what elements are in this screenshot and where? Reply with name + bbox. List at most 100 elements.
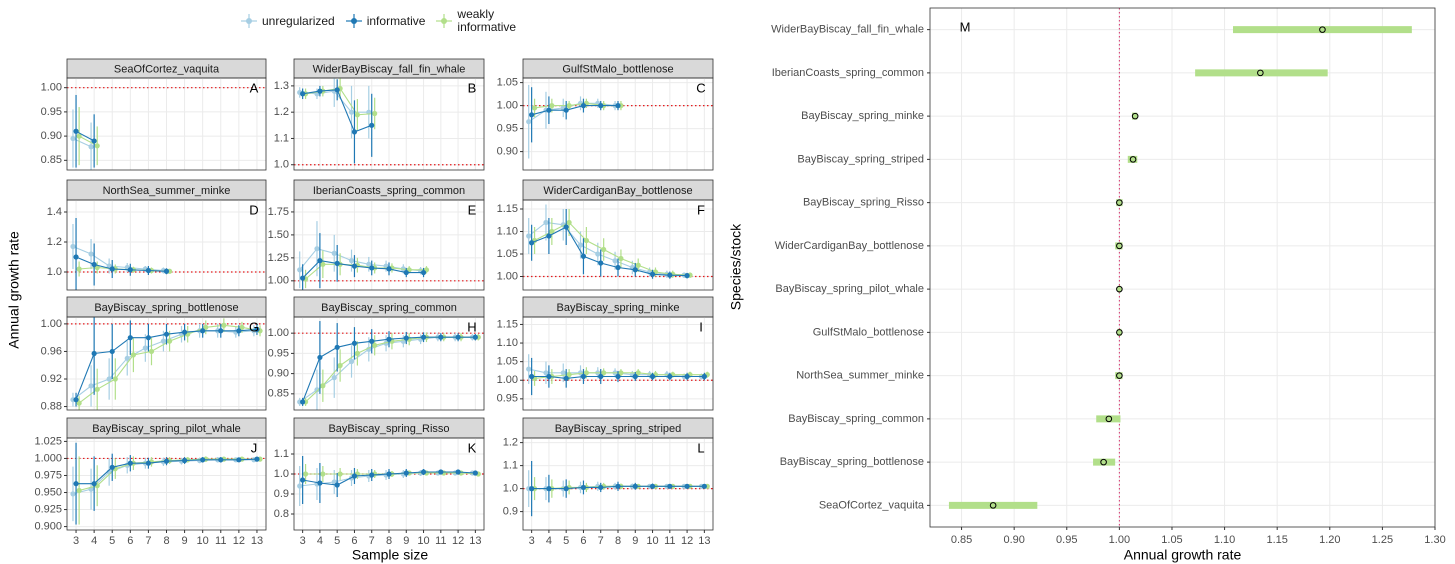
point xyxy=(438,469,444,475)
x-tick-label: 4 xyxy=(317,535,323,547)
point xyxy=(334,260,340,266)
point xyxy=(320,383,326,389)
point xyxy=(615,103,621,109)
panel: BayBiscay_spring_bottlenose 0.88 0.92 0.96 1… xyxy=(41,296,267,412)
point xyxy=(1116,199,1123,206)
panel-label: L xyxy=(697,440,704,455)
point xyxy=(127,460,133,466)
point xyxy=(76,487,82,494)
point xyxy=(701,483,707,489)
panel-label: J xyxy=(251,440,258,455)
point xyxy=(684,373,690,380)
point xyxy=(580,484,587,491)
y-tick-label: 1.2 xyxy=(274,106,289,118)
x-tick-label: 0.95 xyxy=(1056,534,1077,546)
point xyxy=(667,272,673,278)
point xyxy=(632,373,638,380)
point xyxy=(70,491,76,497)
point xyxy=(302,471,309,477)
y-tick-label: BayBiscay_spring_minke xyxy=(801,110,924,122)
legend-key xyxy=(436,14,453,28)
point xyxy=(632,483,638,489)
point xyxy=(317,354,323,361)
point xyxy=(314,387,320,393)
point xyxy=(366,261,372,267)
point xyxy=(580,103,587,109)
point xyxy=(331,250,337,256)
point xyxy=(218,457,224,463)
x-tick-label: 12 xyxy=(452,535,464,547)
y-tick-label: 0.95 xyxy=(41,106,62,118)
y-tick-label: 1.025 xyxy=(34,435,62,447)
panel-label: G xyxy=(249,319,259,334)
x-tick-label: 0.85 xyxy=(951,534,972,546)
point xyxy=(595,251,601,257)
panel: WiderBayBiscay_fall_fin_whale 1.0 1.1 1.2 1.… xyxy=(274,58,485,171)
point xyxy=(618,370,624,376)
panel-label: C xyxy=(696,80,705,95)
series-line xyxy=(531,226,688,277)
panel: GulfStMalo_bottlenose 0.90 0.95 1.00 1.05 C xyxy=(497,58,714,171)
y-tick-label: 0.90 xyxy=(497,146,518,158)
point xyxy=(236,328,242,334)
y-tick-label: 0.90 xyxy=(268,368,289,380)
x-tick-label: 5 xyxy=(334,535,340,547)
panel-border xyxy=(293,199,485,291)
y-tick-label: 0.9 xyxy=(503,506,518,518)
point xyxy=(88,251,94,257)
point xyxy=(348,109,355,115)
point xyxy=(1100,458,1107,466)
point xyxy=(543,370,549,376)
point xyxy=(549,103,555,109)
y-axis-title: Species/stock xyxy=(728,223,744,310)
series-line xyxy=(75,256,167,272)
panel-border xyxy=(293,437,485,531)
strip-title: BayBiscay_spring_bottlenose xyxy=(94,302,238,314)
x-tick-label: 11 xyxy=(435,535,446,547)
strip-title: BayBiscay_spring_Risso xyxy=(328,423,449,435)
point xyxy=(601,246,607,253)
plot-body xyxy=(294,221,484,290)
point xyxy=(455,334,461,340)
point xyxy=(529,112,535,118)
point xyxy=(577,242,584,248)
point xyxy=(300,275,306,281)
panel-label: A xyxy=(250,80,259,95)
point xyxy=(181,329,188,335)
point xyxy=(94,386,100,392)
y-tick-label: 0.90 xyxy=(41,130,62,142)
point xyxy=(635,262,641,268)
point xyxy=(300,399,306,405)
point xyxy=(566,103,572,109)
strip-title: SeaOfCortez_vaquita xyxy=(114,63,220,75)
x-tick-label: 9 xyxy=(403,535,409,547)
legend-label: weakly informative xyxy=(457,7,517,34)
point xyxy=(403,335,409,341)
point xyxy=(317,480,323,486)
x-tick-label: 13 xyxy=(698,535,710,547)
point xyxy=(386,336,392,342)
point xyxy=(472,470,478,476)
series-line xyxy=(75,130,95,142)
point xyxy=(124,355,130,361)
point xyxy=(472,334,478,340)
strip-title: GulfStMalo_bottlenose xyxy=(562,63,673,75)
point xyxy=(148,348,155,355)
legend-label: unregularized xyxy=(262,14,335,28)
point xyxy=(667,373,673,380)
point xyxy=(563,486,569,492)
point xyxy=(372,342,378,348)
x-tick-label: 1.10 xyxy=(1214,534,1235,546)
point xyxy=(372,110,378,117)
legend-item: unregularized xyxy=(240,12,335,30)
plot-body xyxy=(67,442,266,525)
point xyxy=(420,269,427,276)
point xyxy=(1116,372,1123,379)
y-tick-label: 1.15 xyxy=(497,318,518,330)
y-tick-label: IberianCoasts_spring_common xyxy=(772,67,924,79)
point xyxy=(320,261,326,267)
point xyxy=(598,373,604,380)
y-tick-label: 1.05 xyxy=(497,356,518,368)
y-tick-label: 1.15 xyxy=(497,203,518,215)
